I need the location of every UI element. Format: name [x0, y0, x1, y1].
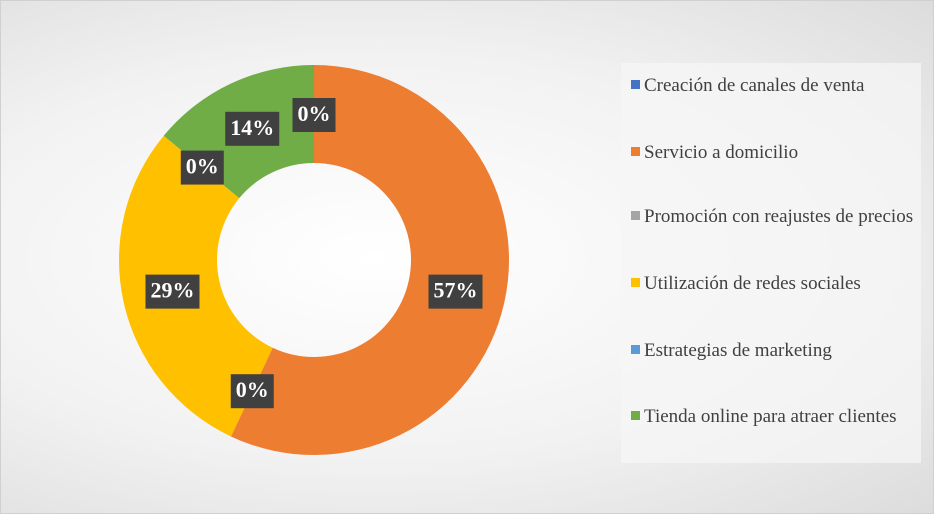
legend-item: Servicio a domicilio — [631, 140, 921, 165]
slice — [230, 65, 510, 455]
legend: Creación de canales de venta Servicio a d… — [621, 63, 921, 463]
data-label-box — [230, 374, 274, 409]
legend-swatch — [631, 147, 640, 156]
legend-item: Tienda online para atraer clientes — [631, 404, 921, 429]
legend-swatch — [631, 211, 640, 220]
legend-swatch — [631, 80, 640, 89]
data-label: 0% — [180, 150, 224, 185]
data-label-box — [180, 150, 224, 185]
legend-label: Estrategias de marketing — [644, 340, 832, 361]
data-label-box — [292, 98, 336, 132]
data-label-text: 14% — [230, 115, 274, 140]
legend-label: Tienda online para atraer clientes — [644, 406, 897, 427]
legend-label: Creación de canales de venta — [644, 75, 865, 96]
data-label-text: 57% — [434, 278, 478, 303]
data-label: 14% — [225, 111, 280, 146]
data-label-box — [428, 274, 483, 309]
legend-swatch — [631, 345, 640, 354]
legend-item: Estrategias de marketing — [631, 338, 921, 363]
legend-swatch — [631, 278, 640, 287]
data-label-box — [145, 274, 200, 309]
legend-item: Creación de canales de venta — [631, 73, 921, 98]
data-label: 0% — [230, 374, 274, 409]
data-label-text: 0% — [186, 154, 219, 179]
data-label-text: 0% — [236, 377, 269, 402]
data-label-text: 29% — [150, 278, 194, 303]
legend-label: Servicio a domicilio — [644, 142, 799, 163]
legend-item: Promoción con reajustes de precios — [631, 204, 921, 229]
data-label-box — [225, 111, 280, 146]
data-label: 57% — [428, 274, 483, 309]
data-label: 0% — [292, 98, 336, 132]
legend-swatch — [631, 411, 640, 420]
legend-item: Utilización de redes sociales — [631, 271, 921, 296]
data-label: 29% — [145, 274, 200, 309]
legend-label: Utilización de redes sociales — [644, 273, 861, 294]
data-label-text: 0% — [298, 101, 331, 126]
legend-label: Promoción con reajustes de precios — [644, 206, 914, 227]
